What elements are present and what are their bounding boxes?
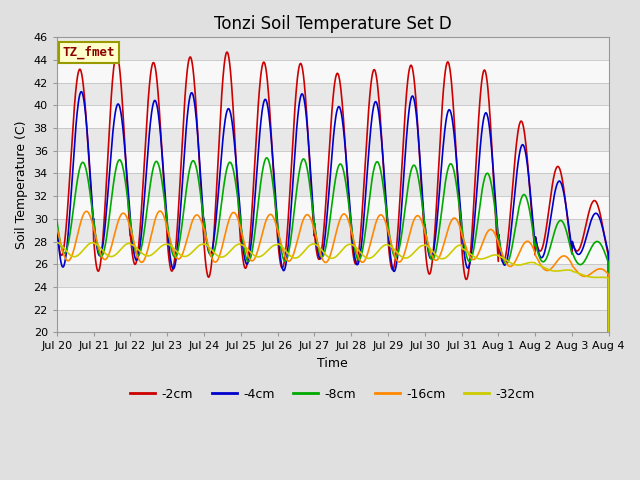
-16cm — [156, 208, 164, 214]
-8cm — [237, 226, 245, 231]
Line: -2cm: -2cm — [57, 52, 609, 480]
-4cm — [163, 210, 170, 216]
Legend: -2cm, -4cm, -8cm, -16cm, -32cm: -2cm, -4cm, -8cm, -16cm, -32cm — [125, 383, 540, 406]
-4cm — [176, 215, 184, 221]
-16cm — [419, 221, 427, 227]
-4cm — [540, 252, 547, 258]
-32cm — [237, 242, 245, 248]
Bar — [57, 287, 609, 310]
-4cm — [53, 221, 61, 227]
-8cm — [163, 211, 170, 216]
-16cm — [540, 266, 547, 272]
-32cm — [419, 243, 426, 249]
Bar — [57, 264, 609, 287]
Line: -32cm: -32cm — [57, 242, 609, 480]
Bar — [57, 60, 609, 83]
-32cm — [491, 252, 499, 258]
Bar — [57, 37, 609, 60]
-4cm — [77, 89, 85, 95]
Bar — [57, 151, 609, 173]
Bar — [57, 15, 609, 37]
Title: Tonzi Soil Temperature Set D: Tonzi Soil Temperature Set D — [214, 15, 452, 33]
-16cm — [163, 222, 170, 228]
-8cm — [419, 205, 427, 211]
-8cm — [263, 155, 271, 161]
Bar — [57, 196, 609, 219]
-8cm — [540, 259, 547, 264]
-4cm — [238, 231, 246, 237]
-4cm — [491, 189, 499, 195]
-2cm — [223, 49, 231, 55]
Bar — [57, 106, 609, 128]
Bar — [57, 310, 609, 332]
-4cm — [419, 197, 427, 203]
Y-axis label: Soil Temperature (C): Soil Temperature (C) — [15, 120, 28, 249]
Bar — [57, 241, 609, 264]
Line: -4cm: -4cm — [57, 92, 609, 480]
Bar — [57, 219, 609, 241]
-2cm — [491, 201, 499, 206]
-2cm — [540, 240, 547, 246]
Bar — [57, 173, 609, 196]
-16cm — [491, 231, 499, 237]
-16cm — [238, 230, 246, 236]
-2cm — [53, 225, 61, 231]
Bar — [57, 128, 609, 151]
Line: -16cm: -16cm — [57, 211, 609, 480]
-2cm — [163, 218, 170, 224]
-16cm — [176, 255, 184, 261]
Line: -8cm: -8cm — [57, 158, 609, 480]
-32cm — [540, 264, 547, 270]
-2cm — [419, 208, 427, 214]
Bar — [57, 83, 609, 106]
-8cm — [53, 217, 61, 223]
X-axis label: Time: Time — [317, 357, 348, 370]
-32cm — [176, 252, 184, 257]
-16cm — [53, 225, 61, 230]
-2cm — [238, 245, 246, 251]
-8cm — [176, 239, 184, 245]
-32cm — [163, 241, 170, 247]
-32cm — [53, 240, 61, 245]
-8cm — [491, 205, 499, 211]
Text: TZ_fmet: TZ_fmet — [62, 46, 115, 60]
-2cm — [176, 187, 184, 193]
